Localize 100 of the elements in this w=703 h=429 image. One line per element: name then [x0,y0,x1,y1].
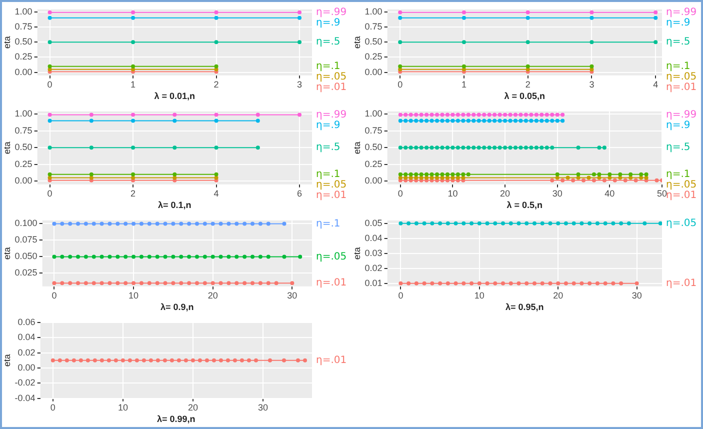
point [435,112,440,117]
point [298,40,302,44]
point [48,118,52,123]
point [256,112,260,117]
point [89,172,94,176]
series-label: η=.9 [316,18,340,29]
point [654,16,658,20]
point [440,172,444,176]
point [226,281,231,286]
x-tick-label: 10 [448,188,458,198]
point [179,222,184,226]
point [555,118,560,123]
point [274,281,278,286]
x-tick-label: 3 [589,79,594,90]
x-axis-title: λ= 0.99,n [157,414,196,424]
point [132,254,136,259]
y-axis-title: eta [2,142,12,154]
point [482,146,486,150]
y-tick-label: 0.75 [14,21,32,32]
point [492,146,497,150]
point [487,112,492,117]
point [592,178,596,182]
point [576,176,580,180]
point [290,281,294,286]
point [408,176,413,180]
y-tick-label: 0.075 [14,234,38,245]
y-tick-label: 1.00 [364,6,382,16]
point [526,16,530,20]
point [131,10,136,14]
point [48,64,52,68]
text: η=.01 [666,82,697,93]
point [202,222,207,226]
point [266,281,270,286]
point [171,222,176,226]
series-label: η=.05 [666,218,697,229]
point [550,178,554,182]
point [487,146,492,150]
text: η=.01 [316,190,347,201]
x-tick-label: 1 [461,79,466,90]
point [498,146,502,150]
point [472,112,476,117]
x-tick-label: 2 [214,79,219,90]
point [155,281,160,286]
y-tick-label: 0.25 [14,52,32,62]
series-label: η=.9 [666,18,690,29]
point [398,10,402,14]
point [258,281,262,286]
point [430,112,434,117]
y-tick-label: 0.50 [364,36,382,47]
point [89,118,94,123]
point [214,176,218,180]
point [466,146,470,150]
point [194,222,199,226]
point [555,112,560,117]
y-tick-label: 0.75 [14,125,32,136]
point [398,146,402,150]
point [450,172,455,176]
point [266,254,270,259]
point [398,16,402,20]
point [214,16,218,20]
y-tick-label: 0.25 [14,158,32,169]
point [540,118,544,123]
point [529,146,534,150]
point [124,281,128,286]
point [571,178,576,182]
text: η=.01 [316,82,347,93]
point [518,146,523,150]
point [210,281,215,286]
point [172,118,177,123]
point [48,16,52,20]
point [450,146,455,150]
point [566,176,570,180]
point [608,176,612,180]
point [124,222,128,226]
y-tick-label: 0.04 [18,332,36,342]
point [48,112,52,117]
point [116,254,120,259]
point [514,118,518,123]
point [404,176,408,180]
y-tick-label: 1.00 [14,108,32,119]
point [597,146,602,150]
point [155,254,160,259]
x-tick-label: 4 [214,188,219,198]
series-label: η=.01 [666,190,697,201]
point [576,146,580,150]
point [419,112,424,117]
point [131,172,136,176]
y-tick-label: 0.050 [14,251,38,262]
point [92,254,96,259]
point [131,112,136,117]
point [462,10,466,14]
point [462,16,466,20]
point [524,118,528,123]
point [472,146,476,150]
point [424,146,429,150]
point [218,222,223,226]
series-label: η=.05 [666,179,697,190]
point [445,112,450,117]
point [514,112,518,117]
point [461,146,466,150]
